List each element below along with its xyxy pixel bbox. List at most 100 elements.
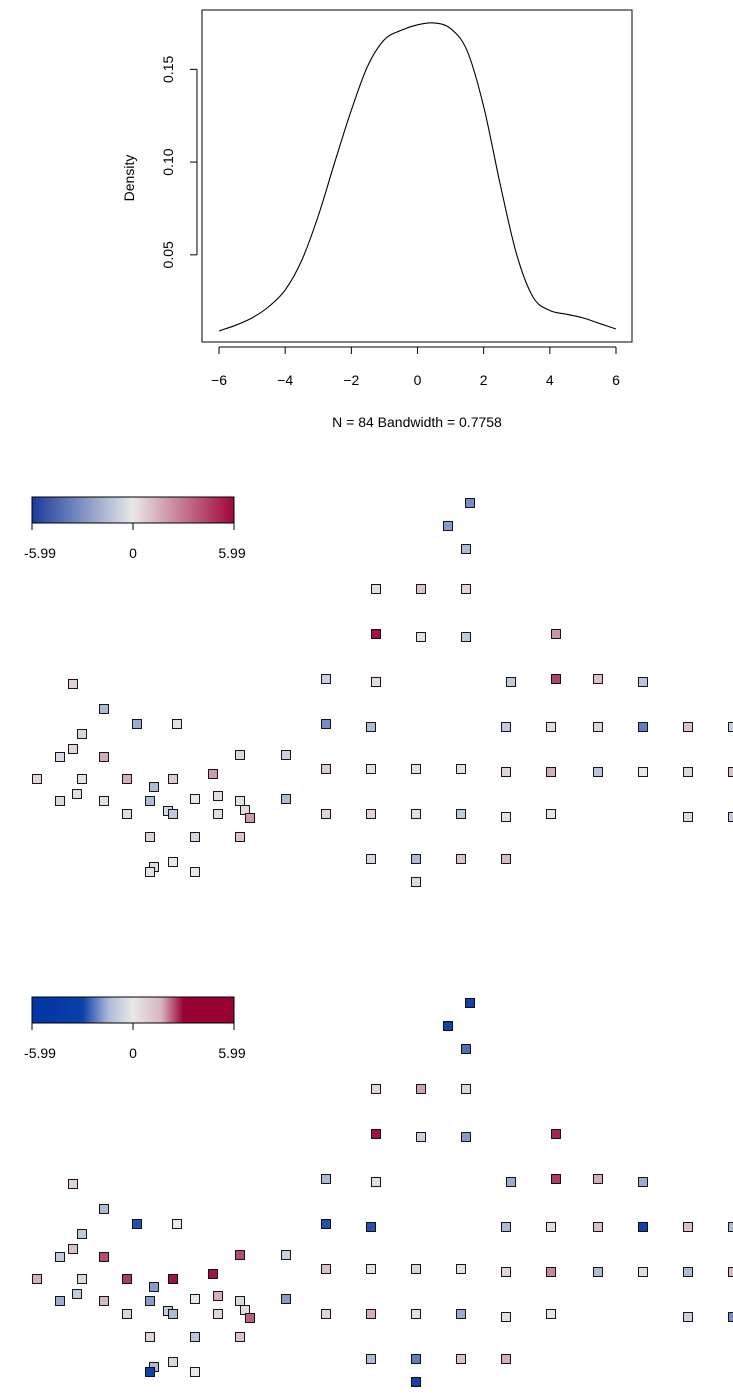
map-cell (638, 1177, 648, 1187)
map-cell (235, 750, 245, 760)
map-cell (501, 767, 511, 777)
map-cell (551, 1129, 561, 1139)
map-cell (321, 674, 331, 684)
legend-min-label: -5.99 (24, 545, 56, 561)
map-cell (411, 764, 421, 774)
map-cell (456, 1264, 466, 1274)
map-cell (366, 1222, 376, 1232)
map-cell (638, 1222, 648, 1232)
map-cell (638, 722, 648, 732)
map-cell (461, 1132, 471, 1142)
map-cell (145, 832, 155, 842)
spatial-map-1: -5.99 0 5.99 (24, 496, 733, 887)
map-cell (501, 812, 511, 822)
map-cell (593, 1174, 603, 1184)
map-cell (683, 1312, 693, 1322)
map-cell (77, 1229, 87, 1239)
map-cell (366, 1354, 376, 1364)
map-cell (235, 832, 245, 842)
map-cell (99, 1296, 109, 1306)
color-legend-2: -5.99 0 5.99 (24, 996, 246, 1061)
map-cell (145, 1367, 155, 1377)
map-cell (122, 809, 132, 819)
map-cell (190, 794, 200, 804)
map-cell (321, 1174, 331, 1184)
map-cell (172, 1219, 182, 1229)
map-cell (72, 1289, 82, 1299)
y-tick-label: 0.05 (160, 241, 176, 268)
map-cell (416, 632, 426, 642)
map-cell (411, 1309, 421, 1319)
map-cell (32, 1274, 42, 1284)
map-cell (501, 1312, 511, 1322)
map-cell (190, 867, 200, 877)
legend-max-label: 5.99 (218, 545, 245, 561)
map-cell (235, 1332, 245, 1342)
map-cell (321, 1264, 331, 1274)
density-plot: −6 −4 −2 0 2 4 6 0.05 0.10 0.15 Density N = 84 B… (121, 9, 633, 430)
map-cell (456, 854, 466, 864)
map-cell (281, 750, 291, 760)
map-cell (149, 1282, 159, 1292)
map-cell (213, 1309, 223, 1319)
map-cell (411, 1264, 421, 1274)
map-cell (593, 1222, 603, 1232)
map-cell (546, 1309, 556, 1319)
y-tick-label: 0.15 (160, 56, 176, 83)
map-cell (366, 722, 376, 732)
map-cell (145, 1332, 155, 1342)
map-cell (411, 1377, 421, 1387)
color-legend-1: -5.99 0 5.99 (24, 496, 246, 561)
x-tick-label: −4 (277, 372, 293, 388)
map-cell (371, 677, 381, 687)
map-cell (240, 1305, 250, 1315)
map-cell (411, 809, 421, 819)
map-cell (32, 774, 42, 784)
map-cell (208, 769, 218, 779)
map-cell (461, 632, 471, 642)
map-cell (122, 1274, 132, 1284)
map-cell (501, 722, 511, 732)
x-tick-label: 4 (546, 372, 554, 388)
map-cell (235, 1296, 245, 1306)
map-cell (683, 1267, 693, 1277)
map-cell (208, 1269, 218, 1279)
map-cell (77, 729, 87, 739)
map-cell (506, 1177, 516, 1187)
map-cell (683, 722, 693, 732)
map-cell (506, 677, 516, 687)
map-cell (366, 809, 376, 819)
map-cell (168, 809, 178, 819)
map-cell (546, 722, 556, 732)
map-cell (68, 1244, 78, 1254)
x-tick-label: 0 (414, 372, 422, 388)
map-cell (728, 1222, 733, 1232)
map-cell (145, 867, 155, 877)
map-cell (122, 774, 132, 784)
map-cell (465, 498, 475, 508)
map-cell (411, 854, 421, 864)
map-cell (245, 1313, 255, 1323)
map-cell (456, 1354, 466, 1364)
map-cell (168, 857, 178, 867)
map-cell (728, 1267, 733, 1277)
map-cells-1 (32, 498, 733, 887)
plot-frame (201, 9, 633, 343)
map-cell (168, 1274, 178, 1284)
legend-bar-2 (31, 996, 235, 1024)
map-cell (501, 1354, 511, 1364)
map-cell (465, 998, 475, 1008)
map-cell (190, 1367, 200, 1377)
map-cell (638, 767, 648, 777)
map-cell (132, 1219, 142, 1229)
map-cell (593, 1267, 603, 1277)
map-cell (366, 1309, 376, 1319)
map-cell (99, 704, 109, 714)
map-cell (546, 767, 556, 777)
legend-min-label: -5.99 (24, 1045, 56, 1061)
map-cell (371, 1177, 381, 1187)
map-cell (593, 722, 603, 732)
map-cell (371, 584, 381, 594)
map-cell (371, 1129, 381, 1139)
density-curve (218, 22, 617, 332)
